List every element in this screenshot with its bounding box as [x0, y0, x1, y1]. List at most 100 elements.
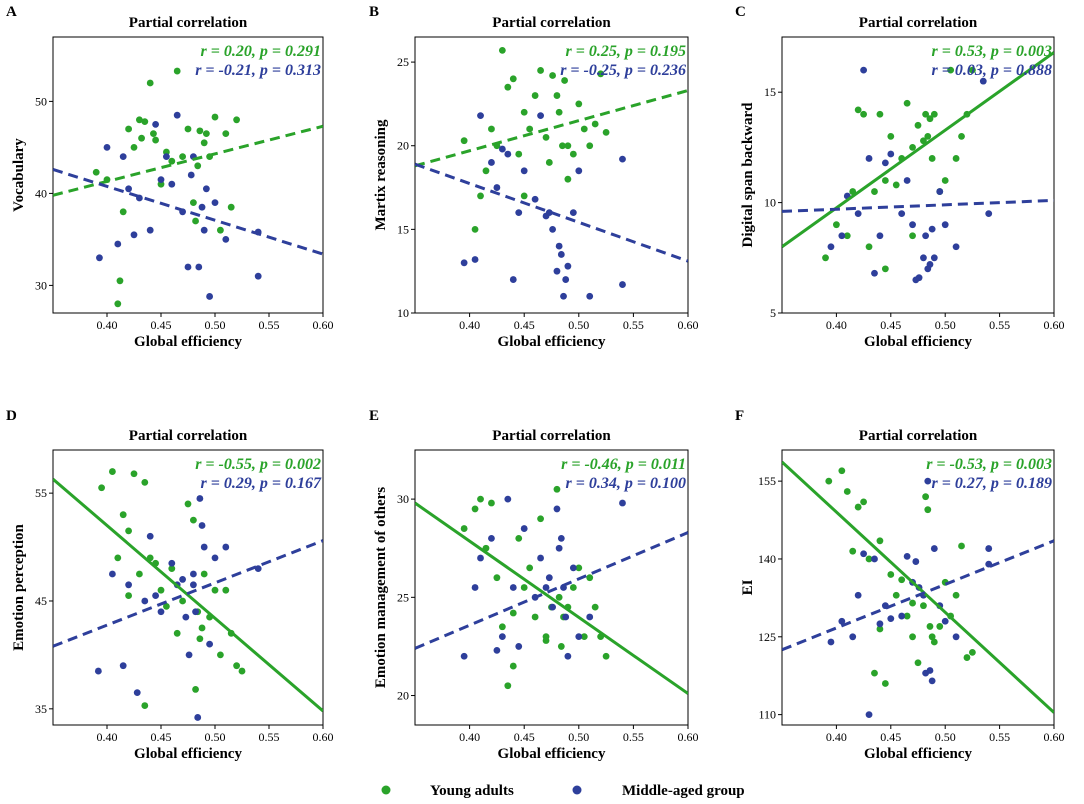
- middle-aged-point: [168, 559, 176, 567]
- young-adult-point: [146, 79, 154, 87]
- young-adult-point: [179, 153, 187, 161]
- young-adult-point: [860, 498, 867, 506]
- young-adult-point: [924, 132, 932, 140]
- young-adult-point: [125, 592, 132, 599]
- middle-aged-point: [168, 180, 176, 188]
- panel-letter: C: [735, 4, 746, 20]
- middle-aged-fit-line: [53, 539, 323, 648]
- young-adult-point: [138, 134, 145, 142]
- y-tick-label: 50: [35, 94, 47, 108]
- middle-aged-fit-line: [415, 531, 688, 650]
- legend-middle-label: Middle-aged group: [622, 783, 745, 799]
- legend-young-marker: [381, 785, 391, 795]
- panel-letter: A: [6, 4, 17, 20]
- young-adult-point: [909, 232, 916, 240]
- x-tick-label: 0.45: [514, 318, 535, 332]
- young-adult-point: [564, 175, 572, 183]
- middle-aged-point: [190, 581, 197, 589]
- middle-aged-point: [222, 543, 230, 551]
- x-tick-label: 0.60: [1044, 318, 1065, 332]
- middle-aged-point: [871, 269, 878, 277]
- middle-aged-point: [979, 77, 987, 85]
- x-tick-label: 0.45: [880, 730, 901, 744]
- middle-aged-point: [881, 159, 889, 167]
- middle-aged-point: [460, 259, 468, 267]
- middle-aged-point: [200, 543, 208, 551]
- middle-aged-point: [146, 532, 154, 540]
- x-tick-label: 0.40: [826, 318, 847, 332]
- panel-letter: D: [6, 408, 17, 424]
- middle-aged-point: [564, 262, 572, 270]
- middle-aged-point: [876, 232, 884, 240]
- middle-aged-point: [493, 184, 501, 191]
- y-tick-label: 55: [35, 486, 47, 500]
- young-adult-point: [460, 137, 468, 145]
- young-adult-point: [926, 623, 934, 630]
- young-adult-point: [217, 226, 224, 234]
- middle-aged-point: [460, 652, 468, 660]
- young-adult-point: [586, 574, 594, 582]
- young-adult-point: [914, 659, 922, 667]
- x-tick-label: 0.45: [880, 318, 901, 332]
- young-adult-point: [141, 118, 149, 126]
- x-tick-label: 0.60: [678, 730, 699, 744]
- young-adult-point: [173, 629, 181, 637]
- young-adult-point: [909, 144, 916, 151]
- young-adult-point: [586, 142, 594, 150]
- middle-aged-point: [114, 240, 122, 248]
- x-tick-label: 0.50: [935, 730, 956, 744]
- middle-aged-point: [575, 167, 583, 175]
- middle-aged-point: [192, 608, 199, 616]
- x-axis-label: Global efficiency: [498, 334, 606, 350]
- young-adult-point: [963, 654, 971, 661]
- middle-aged-point: [924, 477, 932, 485]
- young-adult-point: [531, 92, 539, 99]
- young-adult-point: [881, 680, 889, 687]
- middle-aged-point: [930, 254, 938, 262]
- young-adult-point: [936, 623, 944, 630]
- young-adult-point: [119, 208, 127, 216]
- young-adult-point: [843, 232, 851, 240]
- middle-aged-point: [903, 177, 911, 184]
- x-tick-label: 0.55: [259, 318, 280, 332]
- middle-aged-point: [163, 153, 170, 161]
- young-adult-point: [520, 584, 528, 591]
- young-adult-point: [881, 177, 889, 184]
- x-axis-label: Global efficiency: [498, 746, 606, 762]
- x-tick-label: 0.55: [989, 318, 1010, 332]
- young-adult-point: [833, 221, 840, 229]
- young-adult-point: [545, 159, 553, 166]
- middle-aged-point: [103, 144, 111, 151]
- middle-aged-point: [222, 236, 230, 243]
- young-adult-point: [602, 652, 610, 660]
- plot-content: [782, 51, 1054, 284]
- middle-aged-point: [887, 150, 895, 158]
- y-axis-label: Emotion perception: [11, 523, 27, 650]
- middle-aged-point: [569, 564, 577, 572]
- middle-aged-point: [211, 554, 219, 562]
- young-adult-point: [555, 108, 563, 116]
- young-adult-point: [898, 576, 906, 584]
- y-tick-label: 35: [35, 702, 47, 716]
- x-axis-label: Global efficiency: [864, 746, 972, 762]
- x-tick-label: 0.40: [459, 318, 480, 332]
- middle-aged-point: [94, 667, 102, 675]
- young-adult-point: [211, 113, 219, 121]
- middle-aged-point: [865, 711, 873, 719]
- middle-aged-point: [553, 267, 561, 275]
- middle-aged-point: [119, 153, 127, 161]
- middle-aged-point: [549, 603, 556, 611]
- young-adult-point: [549, 72, 556, 79]
- middle-aged-point: [920, 254, 927, 262]
- young-adult-point: [865, 243, 873, 251]
- young-adult-point: [920, 137, 927, 145]
- middle-aged-point: [146, 226, 154, 234]
- middle-aged-point: [515, 209, 523, 217]
- panel-title: Partial correlation: [492, 428, 611, 444]
- plot-content: [415, 46, 688, 300]
- young-adult-point: [553, 485, 561, 493]
- y-tick-label: 110: [758, 708, 776, 722]
- middle-aged-point: [865, 155, 873, 162]
- middle-aged-point: [557, 251, 565, 258]
- young-adult-point: [471, 225, 479, 233]
